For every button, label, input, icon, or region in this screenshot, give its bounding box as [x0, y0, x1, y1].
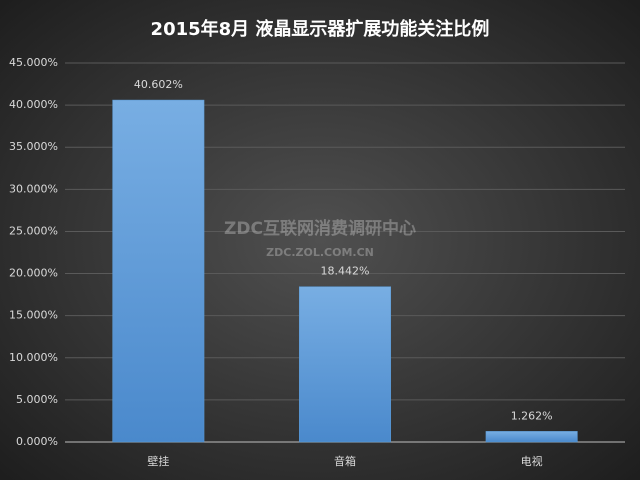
chart-title: 2015年8月 液晶显示器扩展功能关注比例 [151, 18, 490, 40]
bar [485, 431, 578, 443]
value-label: 18.442% [321, 265, 370, 278]
y-tick-label: 30.000% [9, 182, 58, 195]
x-tick-label: 电视 [521, 454, 543, 468]
value-label: 1.262% [511, 409, 553, 422]
y-tick-label: 15.000% [9, 309, 58, 322]
y-tick-label: 0.000% [16, 435, 58, 448]
y-tick-label: 20.000% [9, 267, 58, 280]
y-tick-label: 10.000% [9, 351, 58, 364]
y-tick-label: 25.000% [9, 224, 58, 237]
bar [112, 99, 205, 443]
x-tick-label: 音箱 [334, 454, 356, 468]
watermark: ZDC互联网消费调研中心 [224, 218, 416, 239]
bar [299, 286, 391, 443]
y-tick-label: 35.000% [9, 140, 58, 153]
x-tick-label: 壁挂 [147, 454, 169, 468]
y-tick-label: 5.000% [16, 393, 58, 406]
watermark: ZDC.ZOL.COM.CN [266, 246, 374, 259]
y-tick-label: 45.000% [9, 56, 58, 69]
y-tick-label: 40.000% [9, 98, 58, 111]
value-label: 40.602% [134, 78, 183, 91]
